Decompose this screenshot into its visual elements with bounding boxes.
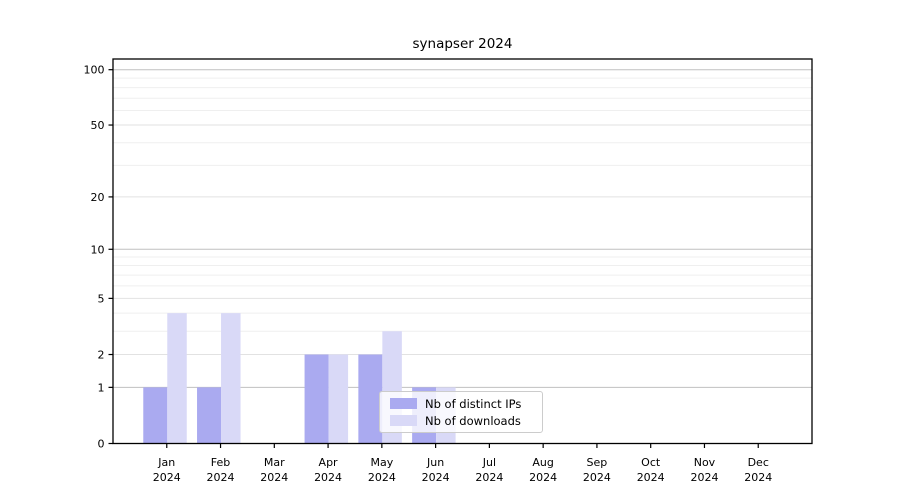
- x-tick-label-month: Feb: [211, 456, 230, 469]
- x-tick-label-month: Jul: [482, 456, 496, 469]
- bar-downloads: [167, 313, 187, 444]
- legend: Nb of distinct IPs Nb of downloads: [379, 391, 543, 433]
- x-tick-label-year: 2024: [744, 471, 772, 484]
- x-tick-label-year: 2024: [583, 471, 611, 484]
- x-tick-label-year: 2024: [207, 471, 235, 484]
- bar-distinct-ips: [304, 354, 329, 444]
- distinct-ips-swatch: [390, 398, 417, 409]
- y-tick-label: 10: [91, 243, 105, 256]
- y-tick-label: 50: [91, 119, 105, 132]
- y-tick-label: 5: [98, 292, 105, 305]
- x-tick-label-year: 2024: [637, 471, 665, 484]
- x-tick-label-month: Apr: [319, 456, 339, 469]
- x-tick-label-year: 2024: [368, 471, 396, 484]
- bar-distinct-ips: [197, 387, 222, 444]
- x-tick-label-year: 2024: [260, 471, 288, 484]
- x-tick-label-month: Aug: [532, 456, 553, 469]
- y-tick-label: 0: [98, 438, 105, 451]
- x-tick-label-month: Sep: [587, 456, 608, 469]
- bar-distinct-ips: [143, 387, 168, 444]
- chart-title: synapser 2024: [412, 36, 513, 52]
- x-tick-label-year: 2024: [690, 471, 718, 484]
- x-tick-label-year: 2024: [475, 471, 503, 484]
- x-tick-label-month: Jun: [426, 456, 444, 469]
- bar-distinct-ips: [358, 354, 383, 444]
- x-tick-label-year: 2024: [422, 471, 450, 484]
- y-tick-label: 20: [91, 191, 105, 204]
- downloads-swatch: [390, 415, 417, 426]
- x-tick-label-month: Oct: [641, 456, 661, 469]
- x-tick-label-month: Dec: [748, 456, 769, 469]
- x-tick-label-month: May: [370, 456, 393, 469]
- legend-entry-distinct-ips: Nb of distinct IPs: [380, 396, 542, 411]
- legend-label-downloads: Nb of downloads: [425, 413, 521, 428]
- y-tick-label: 1: [98, 381, 105, 394]
- x-tick-label-month: Nov: [694, 456, 716, 469]
- bar-downloads: [221, 313, 241, 444]
- bar-downloads: [328, 354, 349, 444]
- y-tick-label: 2: [98, 349, 105, 362]
- x-tick-label-year: 2024: [529, 471, 557, 484]
- x-tick-label-year: 2024: [314, 471, 342, 484]
- plot-border: [112, 58, 813, 445]
- y-tick-label: 100: [84, 64, 105, 77]
- x-tick-label-month: Mar: [264, 456, 285, 469]
- legend-entry-downloads: Nb of downloads: [380, 413, 542, 428]
- x-tick-label-month: Jan: [157, 456, 175, 469]
- legend-label-distinct-ips: Nb of distinct IPs: [425, 396, 522, 411]
- x-tick-label-year: 2024: [153, 471, 181, 484]
